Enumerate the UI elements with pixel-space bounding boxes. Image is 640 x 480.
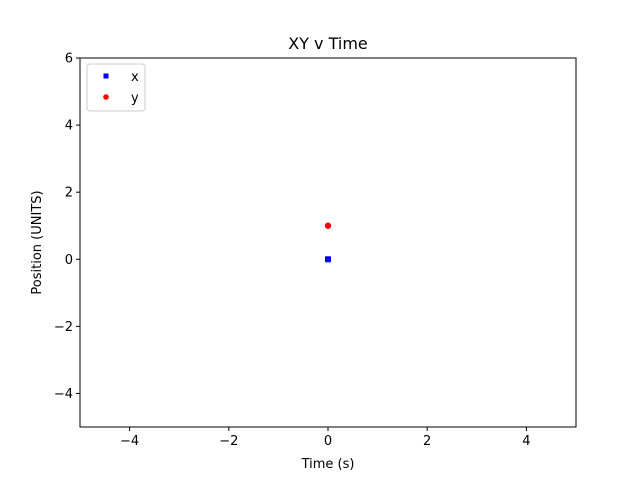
- chart-title: XY v Time: [288, 34, 368, 53]
- legend-label-y: y: [131, 91, 139, 106]
- y-tick-label: 2: [65, 186, 73, 201]
- ticks-layer: −4 −2 0 2 4 −4 −2 0 2 4 6: [54, 52, 531, 450]
- legend-label-x: x: [131, 70, 139, 85]
- points-layer: [324, 222, 332, 263]
- x-tick-label: 4: [522, 434, 530, 449]
- legend: x y: [86, 63, 146, 112]
- y-tick-label: 0: [65, 253, 73, 268]
- x-tick-label: −4: [120, 434, 139, 449]
- y-axis-label: Position (UNITS): [30, 190, 45, 294]
- y-tick-label: 4: [65, 119, 73, 134]
- x-tick-label: 0: [324, 434, 332, 449]
- y-tick-label: −4: [54, 387, 73, 402]
- legend-marker-x: [103, 73, 109, 79]
- y-tick-label: 6: [65, 52, 73, 67]
- x-tick-label: −2: [219, 434, 238, 449]
- x-tick-label: 2: [423, 434, 431, 449]
- x-axis-label: Time (s): [301, 457, 355, 472]
- data-point-x: [325, 256, 331, 263]
- legend-marker-y: [103, 94, 109, 100]
- data-point-y: [324, 222, 332, 229]
- y-tick-label: −2: [54, 320, 73, 335]
- legend-box: [86, 63, 146, 112]
- plot-area-frame: [79, 57, 577, 428]
